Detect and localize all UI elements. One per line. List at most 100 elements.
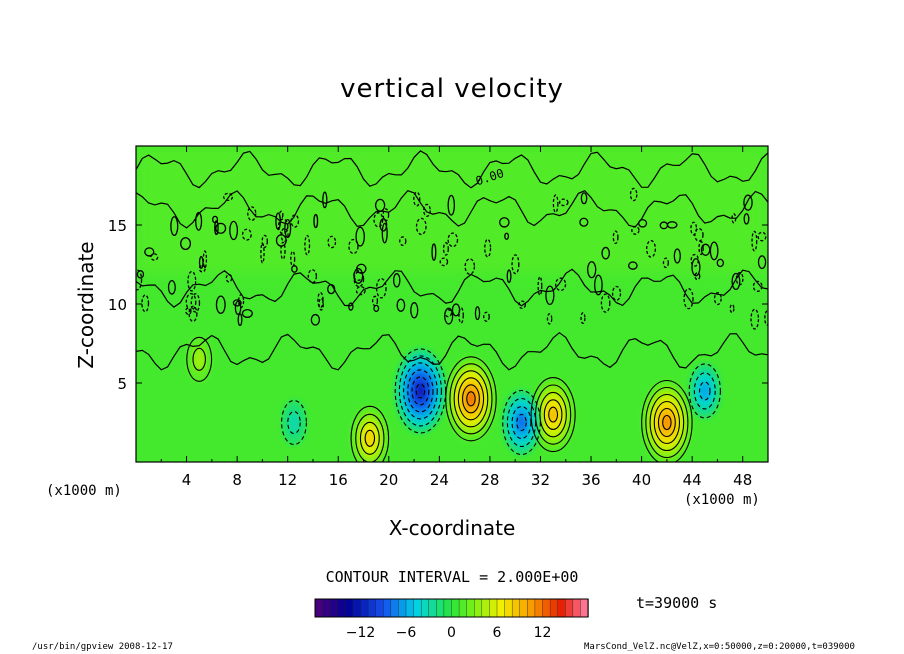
colorbar-bin <box>565 598 574 618</box>
small-contour-loop <box>511 254 520 275</box>
feature-contour-5-4 <box>502 389 541 456</box>
small-contour-loop <box>356 263 367 274</box>
feature-contour-1-2 <box>657 407 676 438</box>
small-contour-loop <box>185 307 192 316</box>
small-contour-loop <box>504 232 510 240</box>
small-contour-loop <box>594 274 603 296</box>
feature-contour-1-4 <box>649 393 685 452</box>
x-tick-label: 36 <box>581 471 600 489</box>
small-contour-loop <box>683 288 694 310</box>
small-contour-loop <box>713 292 722 306</box>
small-contour-loop <box>423 203 431 217</box>
x-tick-label: 12 <box>278 471 297 489</box>
small-contour-loop <box>444 307 454 325</box>
small-contour-loop <box>195 211 203 231</box>
small-contour-loop <box>757 231 767 242</box>
small-contour-loop <box>559 198 569 207</box>
small-contour-loop <box>348 238 359 255</box>
colorbar-bin <box>451 598 460 618</box>
small-contour-loop <box>187 270 197 292</box>
x-tick-label: 8 <box>232 471 242 489</box>
small-contour-loop <box>629 187 638 202</box>
colorbar-bin <box>314 598 324 618</box>
x-tick-label: 48 <box>733 471 752 489</box>
small-contour-loop <box>381 222 388 244</box>
small-contour-loop <box>537 276 543 296</box>
x-unit-left: (x1000 m) <box>46 483 122 499</box>
small-contour-loop <box>600 293 611 313</box>
feature-fill-4-1 <box>416 383 425 398</box>
x-tick-label: 16 <box>329 471 348 489</box>
small-contour-loop <box>484 238 492 258</box>
small-contour-loop <box>322 191 328 209</box>
small-contour-loop <box>716 258 725 268</box>
small-contour-loop <box>290 250 296 267</box>
feature-contour-1-1 <box>662 414 672 431</box>
small-contour-loop <box>546 313 553 325</box>
feature-contour-2-1 <box>364 429 376 447</box>
zero-contour-line <box>136 150 768 189</box>
colorbar-bin <box>504 598 513 618</box>
feature-contour-6-2 <box>693 372 716 410</box>
small-contour-loop <box>612 230 619 245</box>
small-contour-loop <box>229 220 239 241</box>
small-contour-loop <box>150 253 159 261</box>
feature-contour-0-2 <box>462 384 480 414</box>
small-contour-loop <box>241 308 253 318</box>
x-axis-label: X-coordinate <box>388 516 516 540</box>
colorbar: −12 −6 0 6 12 <box>314 598 589 641</box>
feature-contour-6-1 <box>699 381 711 401</box>
small-contour-loop <box>743 213 750 225</box>
small-contour-loop <box>185 292 197 311</box>
small-contour-loop <box>310 313 321 326</box>
x-tick-label: 4 <box>182 471 192 489</box>
small-contour-loop <box>474 306 481 321</box>
feature-contour-5-2 <box>511 405 532 440</box>
x-tick-label: 28 <box>480 471 499 489</box>
zero-contour-line <box>136 268 768 308</box>
small-contour-loop <box>731 272 741 291</box>
feature-fill-5-1 <box>516 414 527 431</box>
small-contour-loop <box>284 218 292 239</box>
small-contour-loop <box>327 235 337 249</box>
colorbar-bin <box>367 598 377 618</box>
small-contour-loop <box>353 268 364 284</box>
colorbar-bin <box>405 598 415 618</box>
small-contour-loop <box>694 272 701 281</box>
small-contour-loop <box>439 257 449 267</box>
colorbar-bin <box>329 598 339 618</box>
colorbar-bin <box>572 598 582 618</box>
small-contour-loop <box>483 311 490 322</box>
small-contour-loop <box>662 257 669 269</box>
feature-fill-7-1 <box>287 411 301 434</box>
small-contour-loop <box>579 217 589 227</box>
feature-contour-0-4 <box>453 370 489 428</box>
footer-left: /usr/bin/gpview 2008-12-17 <box>32 642 173 652</box>
small-contour-loop <box>518 300 526 310</box>
small-contour-loop <box>690 221 698 236</box>
colorbar-bin <box>352 598 362 618</box>
feature-contour-3-3 <box>539 391 567 438</box>
feature-fill-3-1 <box>548 407 558 422</box>
small-contour-loop <box>415 217 427 236</box>
small-contour-loop <box>261 234 268 249</box>
x-tick-label: 40 <box>632 471 651 489</box>
feature-contour-3-4 <box>534 384 572 445</box>
y-tick-label: 5 <box>117 375 127 393</box>
small-contour-loop <box>586 261 597 279</box>
small-contour-loop <box>698 240 704 255</box>
small-contour-loop <box>372 295 379 307</box>
feature-contour-4-3 <box>407 369 434 413</box>
small-contour-loop <box>694 227 704 242</box>
colorbar-bin <box>322 598 331 618</box>
small-contour-loop <box>304 234 311 256</box>
small-contour-loop <box>752 280 763 292</box>
feature-fill-2-1 <box>365 430 375 447</box>
small-contour-loop <box>214 220 219 236</box>
feature-contour-2-4 <box>350 405 390 462</box>
feature-contour-5-1 <box>516 413 527 432</box>
x-tick-label: 44 <box>683 471 702 489</box>
colorbar-bin <box>436 598 445 618</box>
feature-contour-0-3 <box>457 377 485 421</box>
small-contour-loop <box>580 312 586 325</box>
